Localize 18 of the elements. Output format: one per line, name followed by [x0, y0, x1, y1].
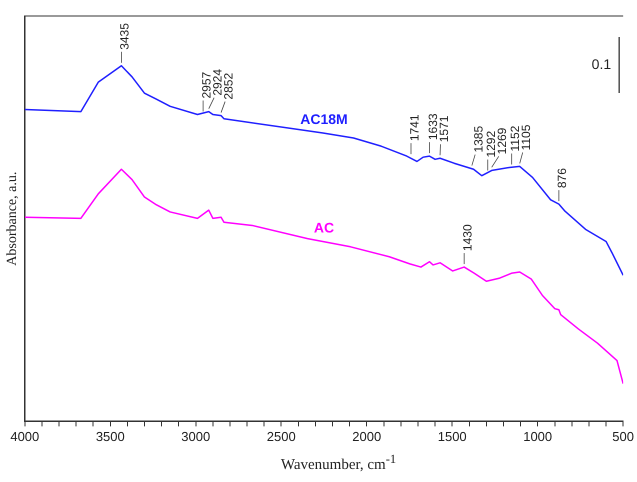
series-label: AC	[314, 220, 334, 236]
annotation: 1741	[407, 114, 422, 142]
x-tick-label: 2000	[352, 428, 382, 444]
annotation: 0.1	[592, 56, 612, 72]
x-tick-label: 1000	[523, 428, 552, 444]
annotation: 1385	[471, 126, 486, 153]
x-tick-label: 3000	[181, 428, 210, 444]
x-tick-label: 500	[612, 428, 634, 444]
series-label: AC18M	[300, 111, 348, 128]
x-axis-title: Wavenumber, cm$^{-1}$	[280, 452, 398, 474]
x-tick-label: 3500	[96, 428, 125, 444]
annotation: 1430	[460, 224, 474, 252]
x-tick-label: 2500	[266, 428, 296, 444]
x-tick-label: 1500	[438, 428, 467, 444]
y-axis-title: Absorbance, a.u.	[5, 172, 20, 266]
annotation: 3435	[118, 22, 132, 50]
x-tick-label: 4000	[10, 428, 40, 444]
annotation: 876	[555, 168, 570, 188]
